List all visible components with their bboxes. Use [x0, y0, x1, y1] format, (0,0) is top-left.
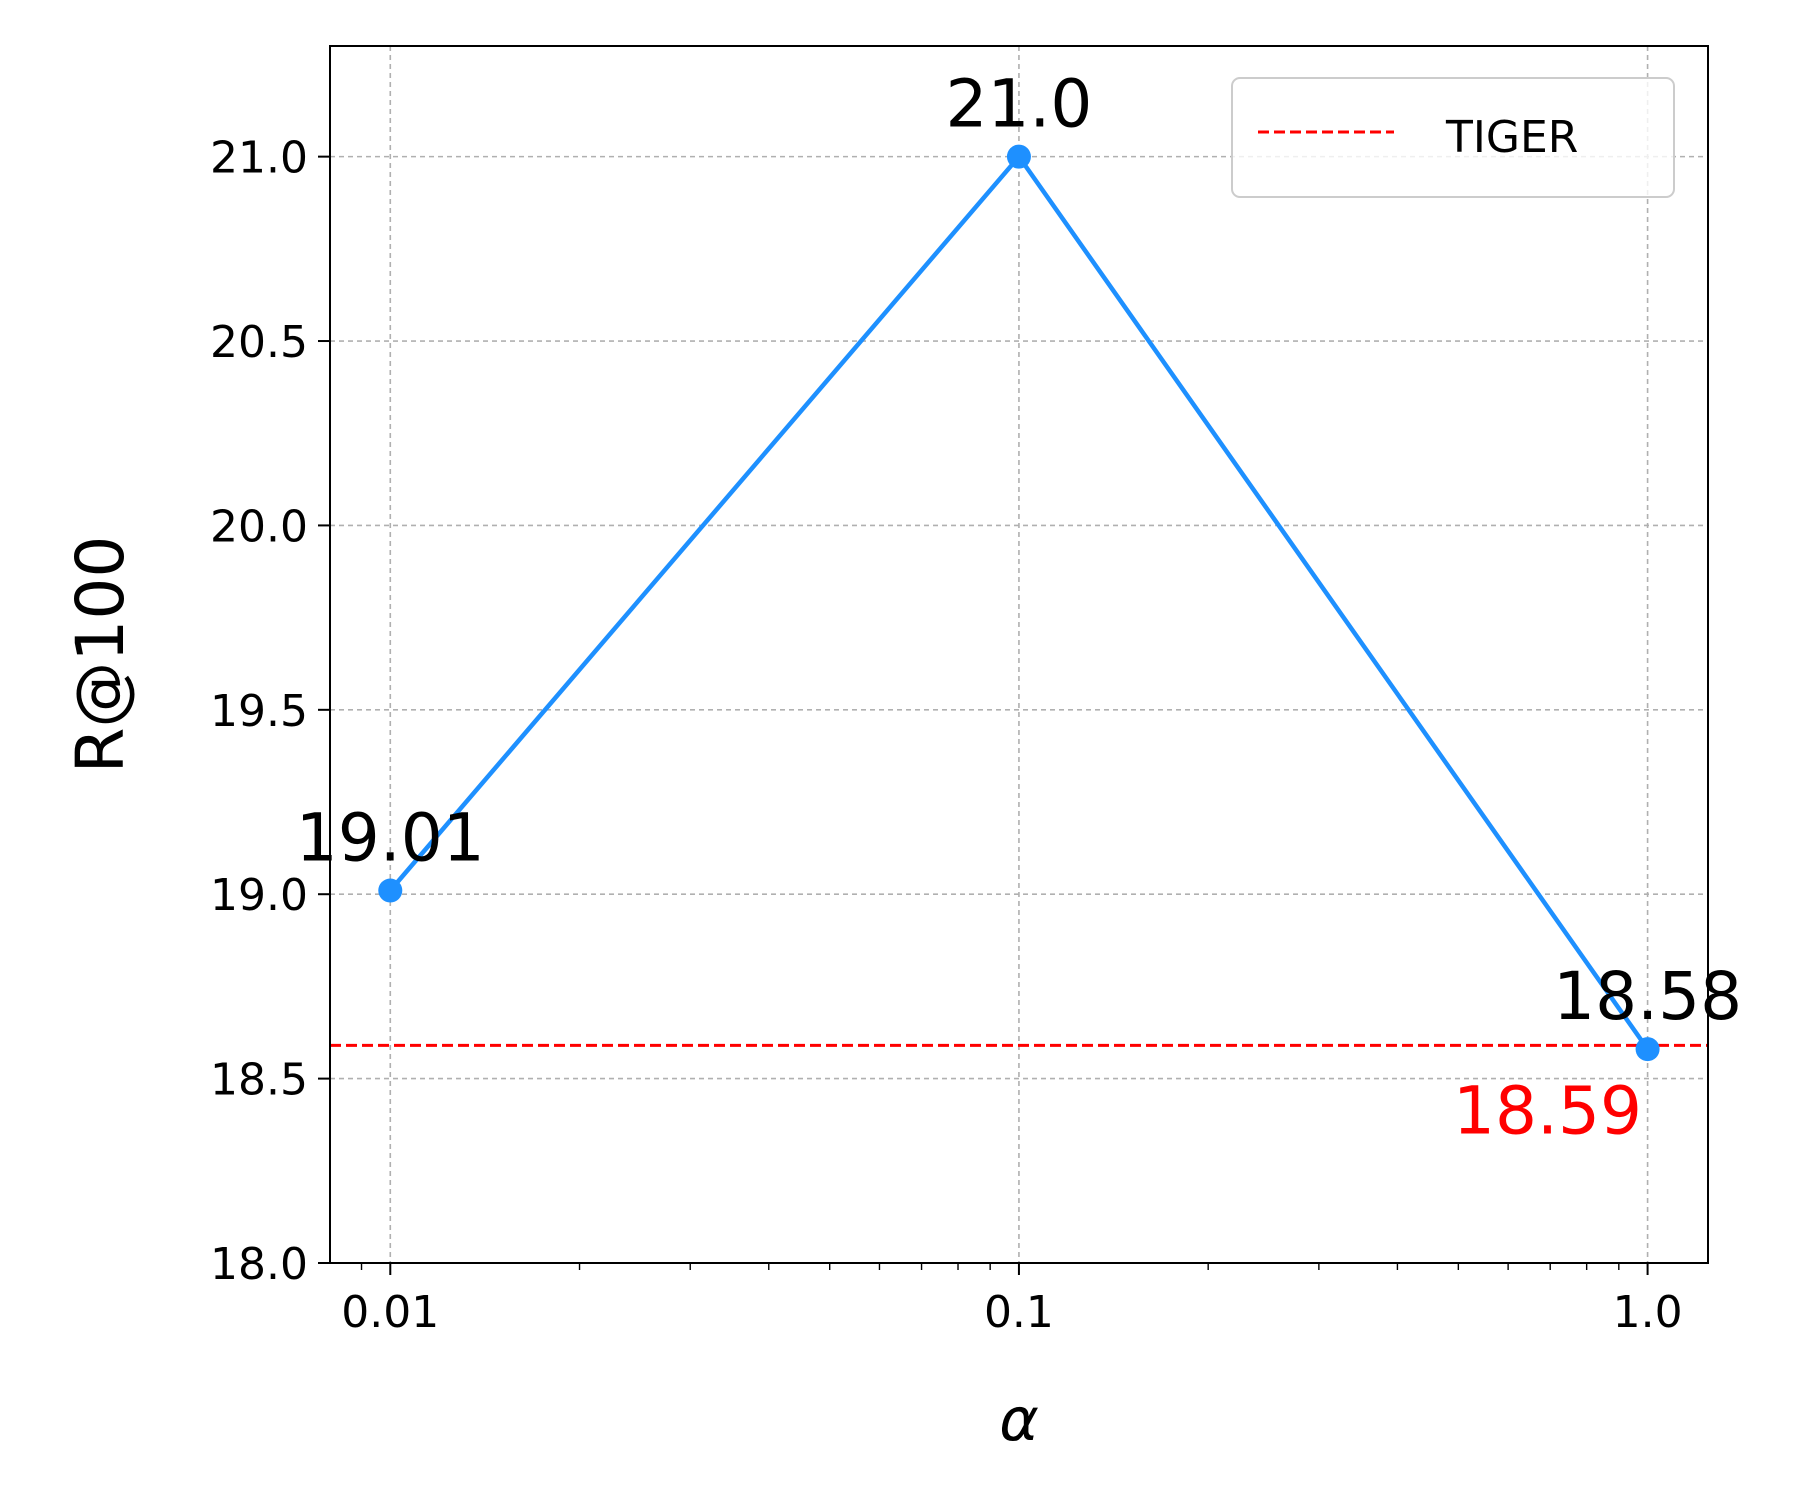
y-tick-label: 20.0: [210, 501, 308, 552]
baseline-value-label: 18.59: [1453, 1072, 1642, 1149]
x-tick-label: 1.0: [1613, 1287, 1683, 1338]
x-tick-label: 0.1: [984, 1287, 1054, 1338]
legend-label-tiger: TIGER: [1445, 112, 1578, 163]
data-point: [1006, 144, 1031, 169]
axes: 18.0 18.5 19.0 19.5 20.0 20.5 21.0 0.01 0.1 1.0: [210, 133, 1683, 1338]
data-point: [1635, 1037, 1660, 1062]
legend: TIGER: [1231, 77, 1675, 198]
y-tick-label: 19.5: [210, 686, 308, 737]
y-tick-label: 18.0: [210, 1239, 308, 1290]
y-tick-label: 20.5: [210, 317, 308, 368]
y-tick-label: 18.5: [210, 1055, 308, 1106]
data-point: [378, 878, 403, 903]
legend-box: [1231, 77, 1675, 198]
data-label: 18.58: [1553, 958, 1742, 1035]
x-axis-title: α: [999, 1385, 1039, 1455]
data-label: 19.01: [296, 800, 485, 877]
data-labels: 19.01 21.0 18.58 18.59: [296, 66, 1742, 1150]
series-layer: [378, 144, 1660, 1062]
y-axis-title: R@100: [62, 536, 139, 774]
y-tick-label: 19.0: [210, 870, 308, 921]
y-tick-label: 21.0: [210, 133, 308, 184]
x-tick-label: 0.01: [341, 1287, 439, 1338]
data-label: 21.0: [945, 66, 1092, 143]
